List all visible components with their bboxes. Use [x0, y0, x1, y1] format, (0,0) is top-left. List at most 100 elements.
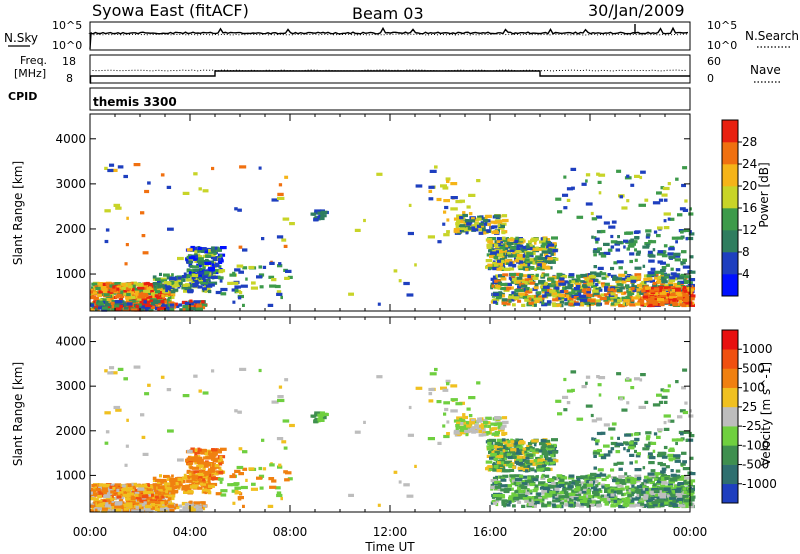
power-cell: [213, 251, 217, 255]
velocity-cell: [134, 488, 138, 493]
power-cell: [626, 277, 631, 281]
power-cell: [626, 199, 630, 203]
power-cell: [193, 257, 201, 261]
power-cell: [512, 264, 516, 268]
power-cell: [116, 294, 122, 298]
velocity-cell: [565, 498, 571, 502]
velocity-cell: [169, 477, 177, 482]
velocity-cell: [483, 424, 488, 428]
power-cell: [91, 282, 98, 286]
velocity-cell: [533, 504, 537, 508]
power-cell: [553, 276, 561, 280]
velocity-cell: [459, 428, 466, 432]
velocity-cell: [114, 502, 122, 507]
velocity-cell: [625, 486, 629, 490]
velocity-cell: [94, 508, 98, 512]
velocity-cell: [496, 454, 504, 458]
power-cell: [495, 296, 502, 300]
power-cell: [151, 292, 154, 296]
power-cell: [648, 303, 655, 308]
power-cell: [533, 301, 537, 306]
velocity-cell: [134, 509, 141, 513]
power-cell: [354, 228, 361, 232]
power-cell: [538, 295, 542, 299]
power-cell: [667, 182, 671, 186]
velocity-cell: [526, 462, 530, 466]
velocity-cell: [549, 485, 557, 489]
power-cell: [468, 219, 476, 223]
velocity-cell: [183, 490, 191, 494]
velocity-cell: [101, 509, 108, 513]
velocity-cell: [586, 479, 590, 483]
velocity-cell: [460, 422, 464, 426]
velocity-cell: [168, 502, 174, 506]
velocity-cell: [466, 424, 472, 428]
power-cell: [152, 299, 161, 303]
power-cell: [485, 214, 492, 218]
power-cell: [476, 224, 481, 228]
velocity-cell: [506, 503, 511, 507]
velocity-cell: [186, 449, 193, 453]
power-cell: [579, 280, 585, 284]
velocity-cell: [520, 464, 526, 468]
power-cell: [621, 280, 627, 284]
power-cell: [157, 284, 165, 288]
velocity-cell: [102, 499, 107, 503]
power-cell: [652, 281, 657, 286]
power-cell: [483, 222, 488, 226]
velocity-cell: [269, 463, 275, 467]
power-cell: [121, 308, 129, 312]
colorbar-tick-label: 8: [742, 245, 750, 259]
power-cell: [616, 169, 622, 173]
velocity-cell: [500, 488, 507, 492]
power-cell: [576, 297, 583, 301]
velocity-cell: [98, 483, 106, 487]
power-cell: [183, 278, 186, 282]
velocity-cell: [587, 474, 591, 478]
power-cell: [643, 293, 649, 297]
power-cell: [682, 166, 688, 170]
velocity-cell: [131, 491, 140, 495]
velocity-cell: [663, 485, 669, 489]
power-cell: [647, 250, 653, 254]
velocity-cell: [170, 491, 176, 495]
velocity-cell: [464, 426, 472, 430]
velocity-cell: [665, 497, 669, 501]
power-cell: [105, 282, 110, 286]
power-cell: [192, 268, 199, 273]
power-cell: [641, 289, 646, 293]
velocity-cell: [478, 424, 484, 428]
velocity-cell: [194, 482, 200, 486]
velocity-cell: [159, 474, 162, 478]
velocity-cell: [657, 477, 661, 481]
velocity-cell: [643, 479, 650, 483]
power-cell: [198, 261, 203, 265]
velocity-cell: [179, 509, 183, 513]
velocity-cell: [192, 484, 199, 488]
velocity-cell: [526, 453, 534, 457]
power-cell: [661, 266, 667, 270]
power-cell: [197, 264, 202, 268]
power-cell: [134, 292, 139, 296]
power-cell: [522, 295, 528, 300]
velocity-cell: [528, 467, 535, 471]
velocity-cell: [238, 447, 243, 451]
power-cell: [656, 234, 661, 238]
velocity-cell: [105, 486, 110, 490]
power-cell: [535, 246, 539, 250]
power-cell: [277, 196, 285, 200]
velocity-cell: [492, 501, 497, 505]
power-cell: [155, 290, 161, 294]
power-cell: [250, 286, 258, 290]
power-cell: [539, 253, 543, 257]
velocity-cell: [125, 499, 129, 503]
power-cell: [137, 295, 143, 299]
velocity-cell: [274, 486, 281, 490]
power-cell: [169, 305, 177, 309]
power-cell: [219, 254, 223, 258]
velocity-cell: [115, 508, 122, 512]
power-cell: [669, 295, 677, 299]
velocity-cell: [486, 431, 491, 435]
velocity-cell: [104, 504, 111, 508]
power-cell: [658, 198, 663, 202]
